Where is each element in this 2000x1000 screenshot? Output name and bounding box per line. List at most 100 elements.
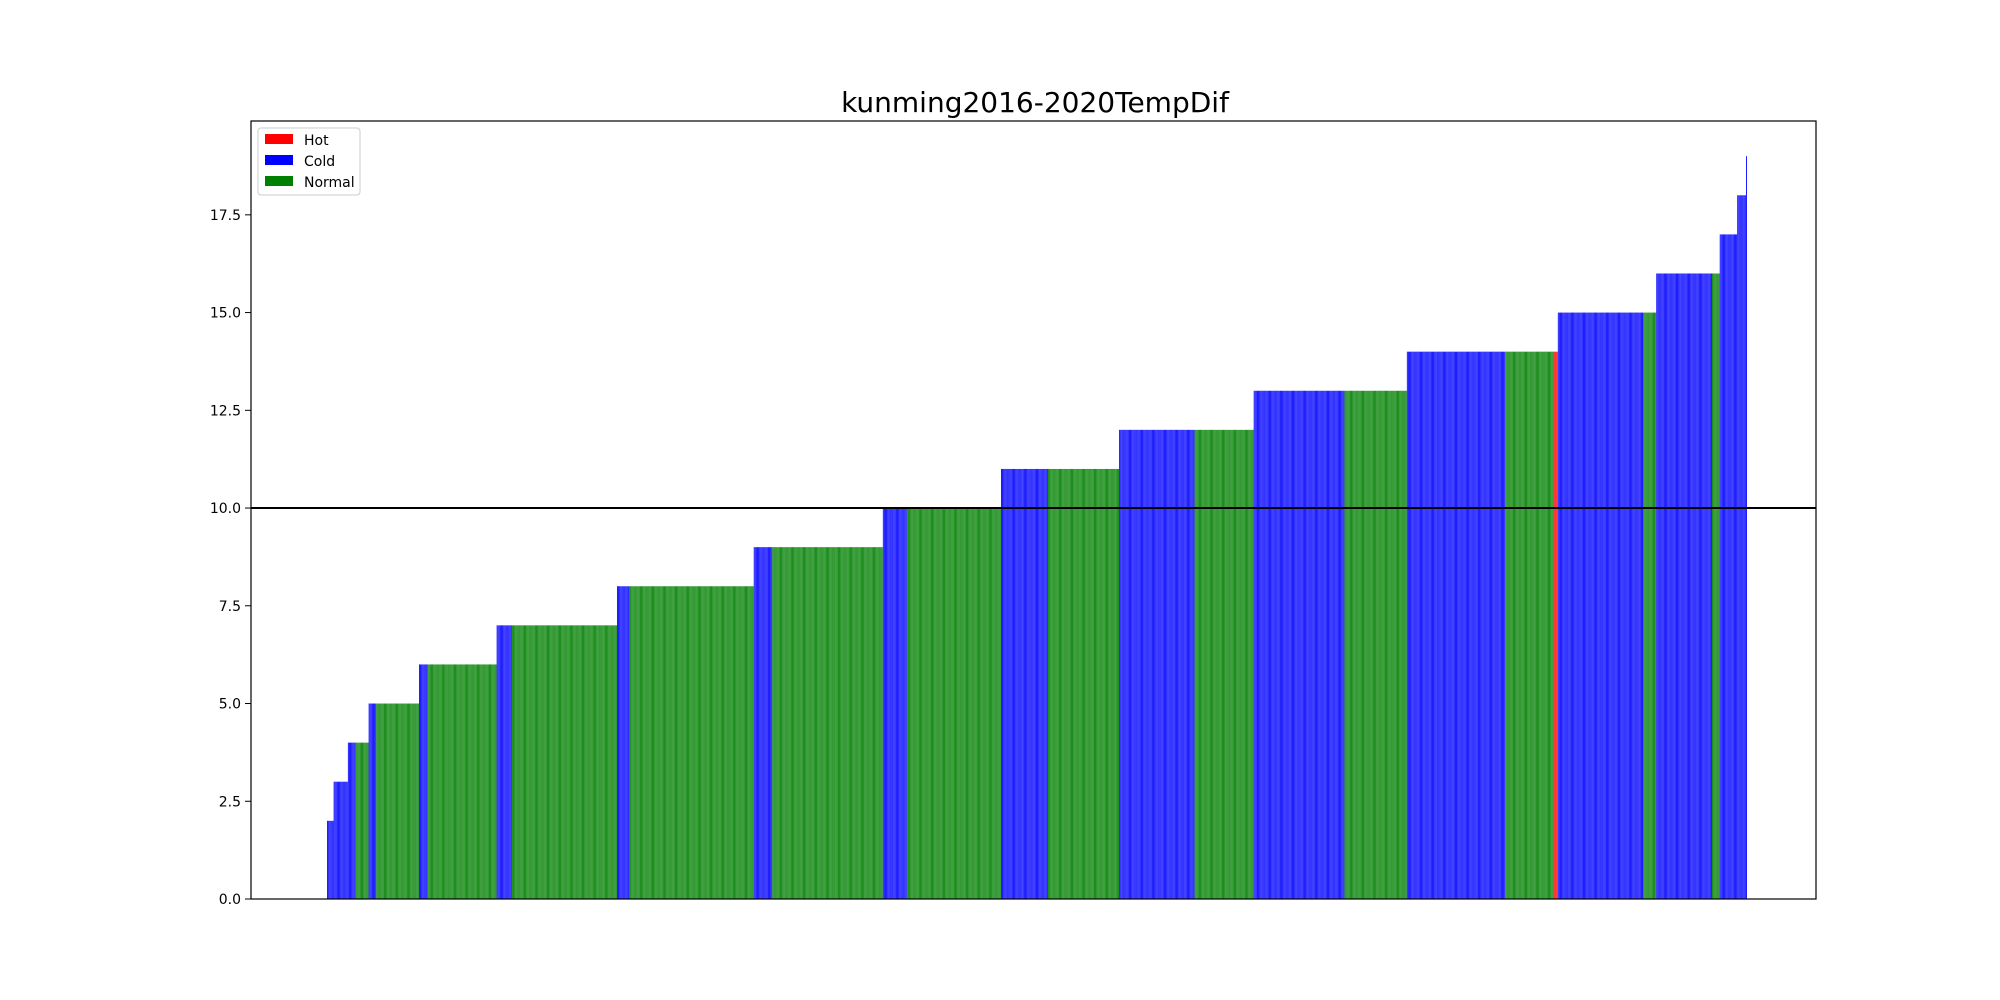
bar-cold bbox=[1418, 351, 1420, 899]
bar-cold bbox=[1600, 312, 1602, 899]
bar-normal bbox=[936, 508, 938, 899]
bar-cold bbox=[1727, 234, 1729, 899]
bar-cold bbox=[1306, 390, 1308, 899]
bar-normal bbox=[850, 547, 851, 899]
bar-hot bbox=[1555, 351, 1557, 899]
bar-cold bbox=[370, 703, 372, 899]
bar-normal bbox=[574, 625, 576, 899]
bar-normal bbox=[607, 625, 609, 899]
bar-normal bbox=[723, 586, 725, 899]
bar-normal bbox=[679, 586, 681, 899]
bar-normal bbox=[528, 625, 530, 899]
bar-cold bbox=[1188, 429, 1189, 899]
bar-cold bbox=[1021, 468, 1023, 899]
bar-normal bbox=[727, 586, 729, 899]
bar-normal bbox=[597, 625, 599, 899]
bar-cold bbox=[1150, 429, 1152, 899]
bar-cold bbox=[348, 742, 350, 899]
bar-cold bbox=[1254, 390, 1256, 899]
bar-cold bbox=[1659, 273, 1661, 900]
bar-normal bbox=[1651, 312, 1653, 899]
bar-normal bbox=[1249, 429, 1251, 899]
bar-cold bbox=[1309, 390, 1311, 899]
bar-normal bbox=[632, 586, 634, 899]
bar-normal bbox=[1509, 351, 1511, 899]
bar-cold bbox=[1042, 468, 1044, 899]
bar-normal bbox=[835, 547, 837, 899]
bar-cold bbox=[1041, 468, 1043, 899]
bar-cold bbox=[767, 547, 769, 899]
bar-normal bbox=[1118, 468, 1119, 899]
bar-cold bbox=[1663, 273, 1665, 900]
bar-normal bbox=[548, 625, 549, 899]
bar-cold bbox=[1709, 273, 1711, 900]
bar-normal bbox=[1372, 390, 1374, 899]
bar-cold bbox=[1016, 468, 1018, 899]
bar-cold bbox=[1173, 429, 1175, 899]
bar-cold bbox=[1290, 390, 1292, 899]
bar-cold bbox=[1281, 390, 1282, 899]
bar-cold bbox=[332, 820, 334, 899]
bar-normal bbox=[1058, 468, 1060, 899]
bar-cold bbox=[760, 547, 762, 899]
bar-cold bbox=[1573, 312, 1575, 899]
bar-normal bbox=[941, 508, 943, 899]
bar-cold bbox=[1601, 312, 1603, 899]
bar-cold bbox=[1028, 468, 1030, 899]
bar-normal bbox=[825, 547, 827, 899]
bar-normal bbox=[406, 703, 408, 899]
bar-cold bbox=[420, 664, 421, 899]
bar-cold bbox=[1720, 234, 1722, 899]
bar-cold bbox=[1460, 351, 1462, 899]
bar-normal bbox=[804, 547, 805, 899]
bar-normal bbox=[953, 508, 955, 899]
bar-cold bbox=[1269, 390, 1270, 899]
bar-normal bbox=[361, 742, 362, 899]
bar-normal bbox=[483, 664, 485, 899]
bar-normal bbox=[1380, 390, 1382, 899]
bar-cold bbox=[1695, 273, 1697, 900]
bar-normal bbox=[704, 586, 706, 899]
bar-normal bbox=[714, 586, 716, 899]
bar-normal bbox=[513, 625, 514, 899]
bar-normal bbox=[445, 664, 447, 899]
bar-cold bbox=[1176, 429, 1177, 899]
bar-normal bbox=[819, 547, 821, 899]
bar-normal bbox=[476, 664, 478, 899]
bar-normal bbox=[1526, 351, 1527, 899]
bar-cold bbox=[1170, 429, 1172, 899]
bar-normal bbox=[653, 586, 654, 899]
bar-normal bbox=[822, 547, 824, 899]
bar-normal bbox=[998, 508, 1000, 899]
bar-normal bbox=[933, 508, 935, 899]
bar-cold bbox=[1171, 429, 1173, 899]
bar-cold bbox=[1579, 312, 1581, 899]
bar-normal bbox=[1518, 351, 1520, 899]
bar-normal bbox=[667, 586, 669, 899]
bar-normal bbox=[480, 664, 482, 899]
bar-normal bbox=[1199, 429, 1200, 899]
bar-cold bbox=[423, 664, 425, 899]
bar-normal bbox=[778, 547, 780, 899]
bar-cold bbox=[1725, 234, 1727, 899]
bar-normal bbox=[584, 625, 586, 899]
bar-cold bbox=[345, 781, 347, 899]
bar-cold bbox=[368, 703, 370, 899]
bar-normal bbox=[1511, 351, 1513, 899]
bar-normal bbox=[876, 547, 878, 899]
bar-cold bbox=[1154, 429, 1156, 899]
bar-normal bbox=[834, 547, 836, 899]
legend-label-normal: Normal bbox=[304, 175, 355, 191]
bar-cold bbox=[1476, 351, 1478, 899]
bar-normal bbox=[1715, 273, 1717, 900]
bar-normal bbox=[947, 508, 949, 899]
bar-normal bbox=[1370, 390, 1372, 899]
bar-cold bbox=[1313, 390, 1315, 899]
bar-normal bbox=[702, 586, 704, 899]
bar-cold bbox=[498, 625, 500, 899]
bar-normal bbox=[1089, 468, 1091, 899]
bar-normal bbox=[572, 625, 574, 899]
bar-normal bbox=[1211, 429, 1212, 899]
bar-cold bbox=[1575, 312, 1577, 899]
bar-cold bbox=[1008, 468, 1010, 899]
